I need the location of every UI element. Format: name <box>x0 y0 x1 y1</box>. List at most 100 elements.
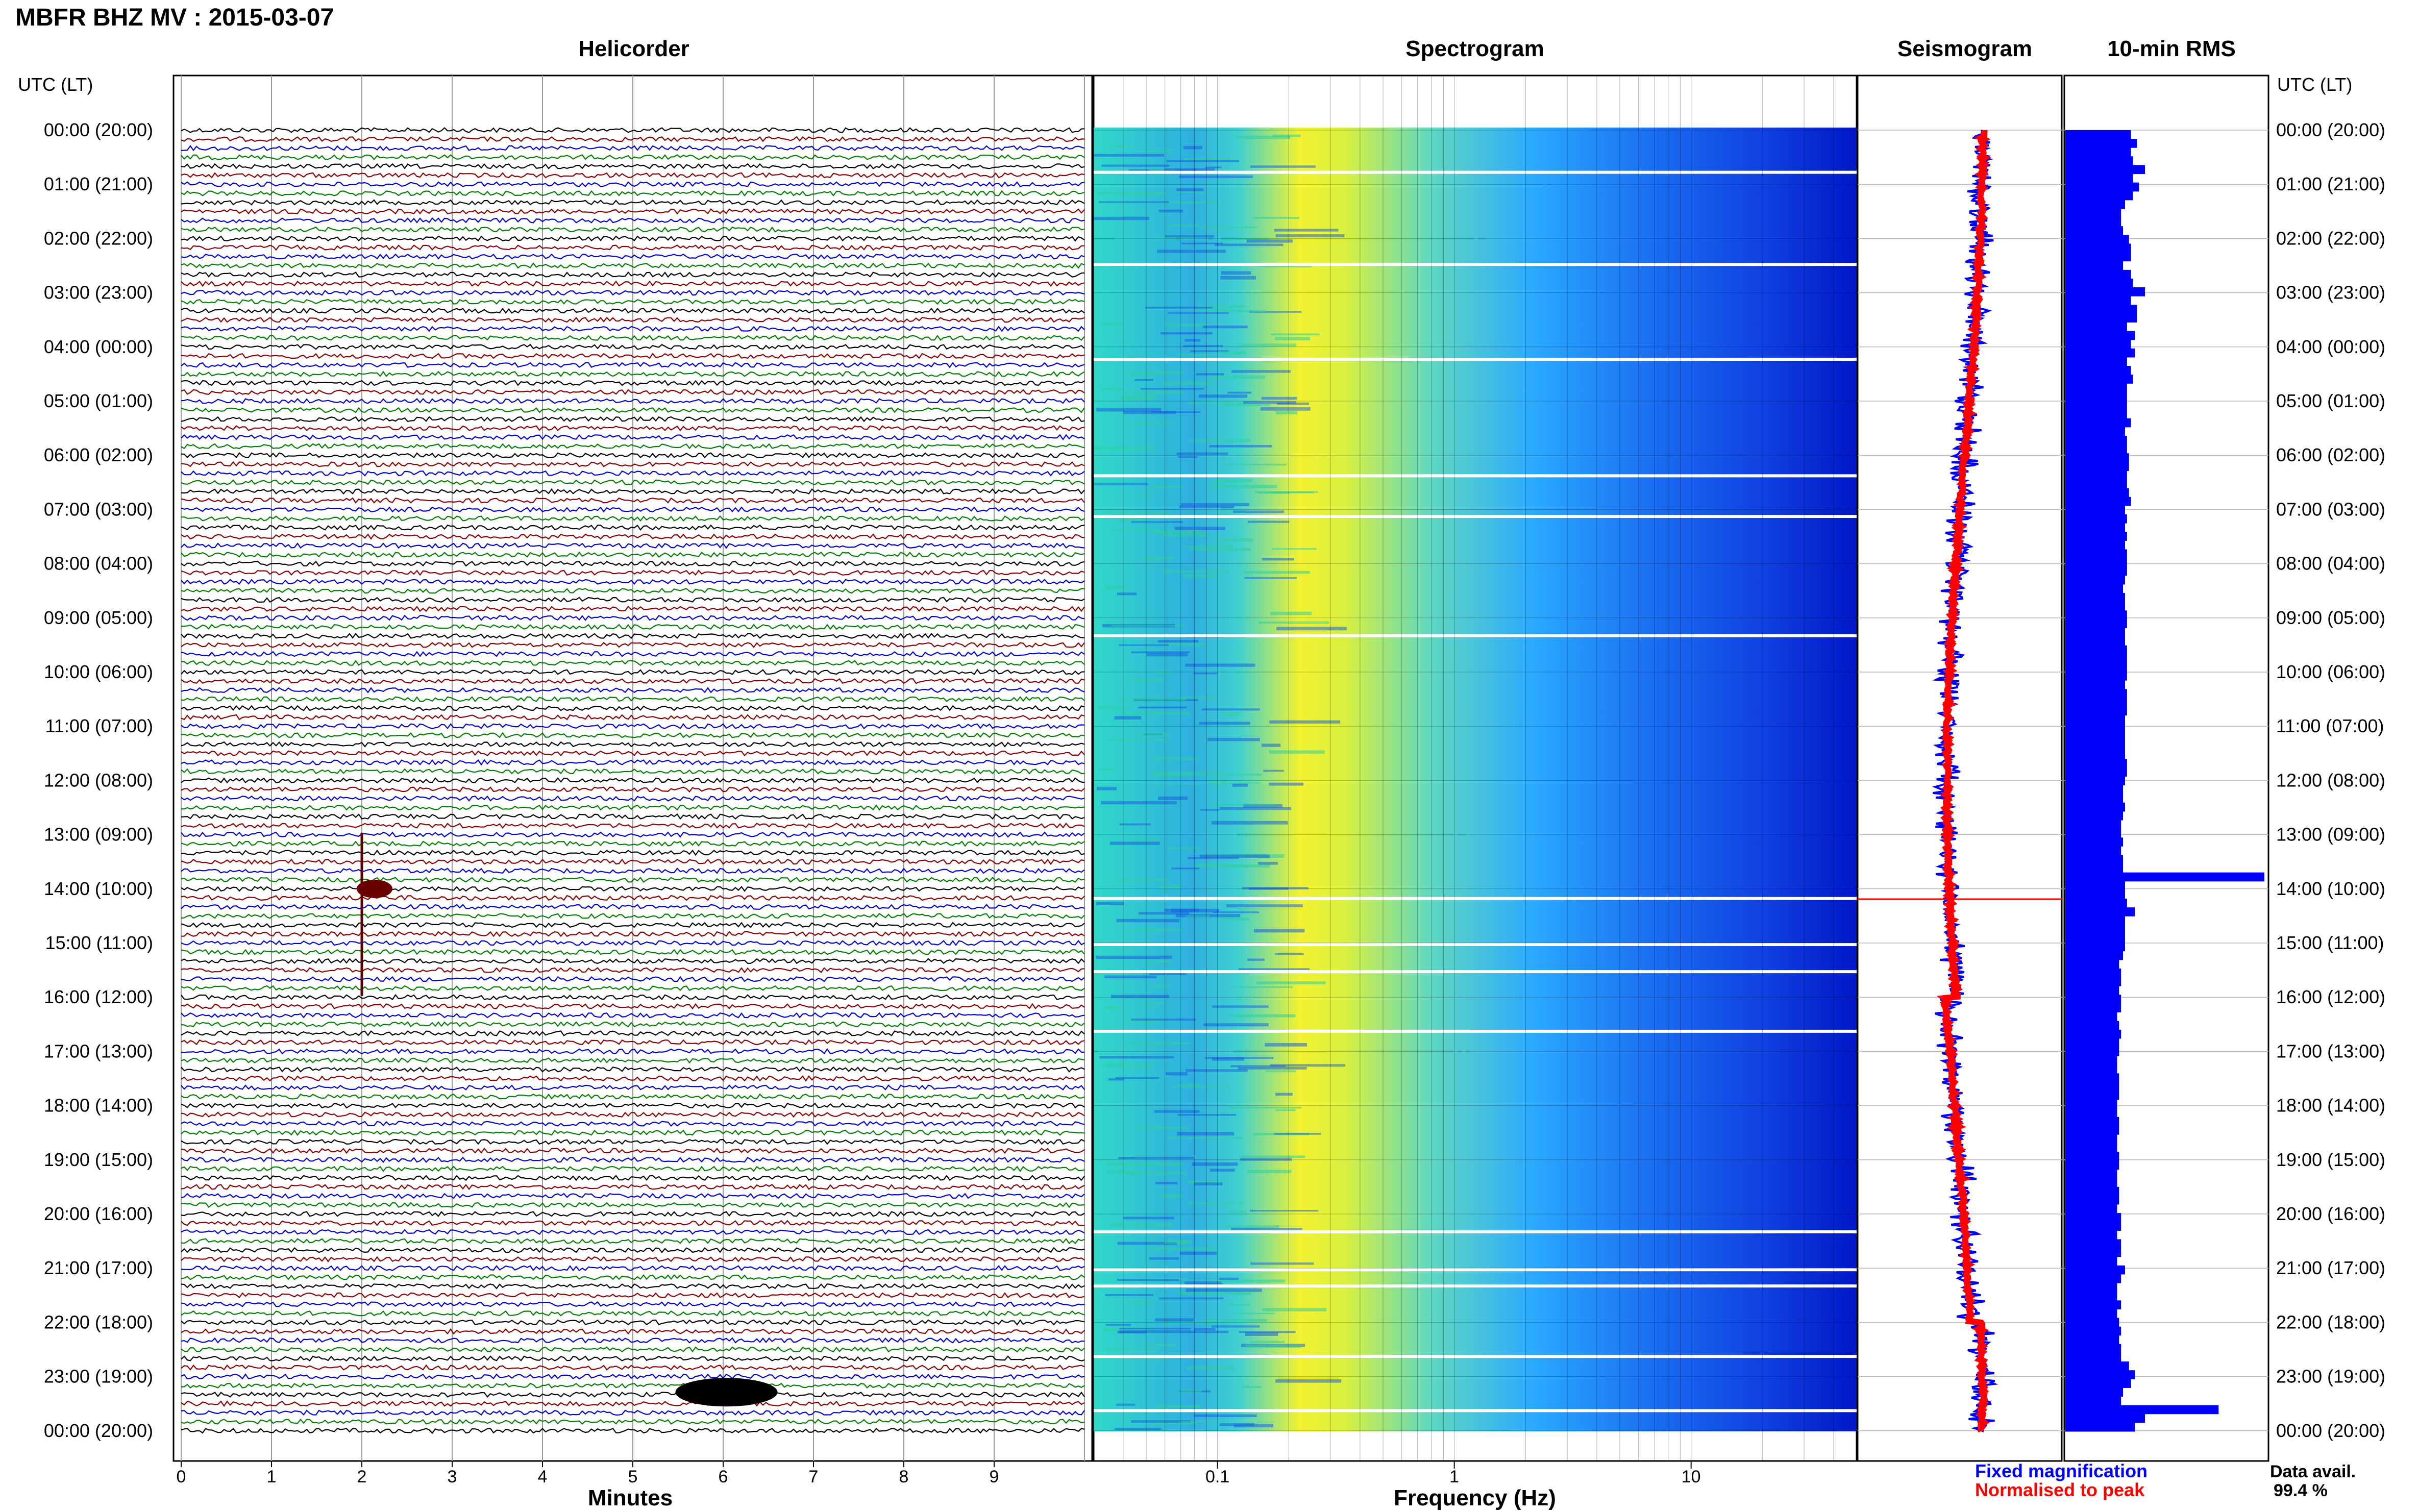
helicorder-panel: 0 1 2 3 4 5 6 7 8 9 Minutes <box>172 75 1093 1510</box>
time-label-right: 00:00 (20:00) <box>2276 1420 2385 1441</box>
helicorder-trace <box>181 714 1085 721</box>
time-label-left: 11:00 (07:00) <box>45 715 153 736</box>
helicorder-trace <box>181 741 1085 748</box>
rms-bar <box>2065 706 2127 716</box>
helicorder-x-tick-label: 3 <box>448 1467 457 1486</box>
helicorder-trace <box>181 1328 1085 1335</box>
time-label-left: 02:00 (22:00) <box>44 228 153 249</box>
spectrogram-speckle <box>1108 1078 1125 1081</box>
spectrogram-speckle <box>1100 387 1124 390</box>
spectrogram-gap <box>1094 1230 1857 1233</box>
rms-bar <box>2065 147 2131 157</box>
spectrogram-speckle <box>1270 333 1320 336</box>
helicorder-x-tick-label: 1 <box>267 1467 277 1486</box>
helicorder-trace <box>181 145 1085 152</box>
spectrogram-speckle <box>1212 804 1276 806</box>
helicorder-trace <box>181 994 1085 1001</box>
spectrogram-speckle <box>1258 862 1278 865</box>
spectrogram-speckle <box>1146 960 1171 962</box>
rms-bar <box>2065 1012 2117 1022</box>
spectrogram-speckle <box>1256 981 1326 984</box>
helicorder-trace <box>181 299 1085 305</box>
spectrogram-speckle <box>1131 651 1190 654</box>
rms-bar <box>2065 662 2127 672</box>
spectrogram-speckle <box>1246 239 1293 243</box>
rms-bar <box>2065 820 2121 829</box>
spectrogram-speckle <box>1212 1057 1245 1061</box>
helicorder-trace <box>181 849 1085 856</box>
time-label-right: 08:00 (04:00) <box>2276 553 2385 574</box>
spectrogram-speckle <box>1164 168 1215 171</box>
rms-bar <box>2065 855 2124 864</box>
helicorder-x-label: Minutes <box>588 1485 673 1510</box>
spectrogram-speckle <box>1147 653 1188 657</box>
spectrogram-speckle <box>1115 878 1167 881</box>
helicorder-trace <box>181 181 1085 188</box>
spectrogram-speckle <box>1226 1107 1301 1109</box>
rms-bar <box>2065 558 2127 567</box>
time-label-left: 20:00 (16:00) <box>44 1203 153 1224</box>
time-axis-header-left: UTC (LT) <box>18 74 93 95</box>
rms-bar <box>2065 540 2125 550</box>
time-label-left: 22:00 (18:00) <box>44 1311 153 1332</box>
time-label-left: 23:00 (19:00) <box>44 1366 153 1387</box>
legend-fixed-magnification: Fixed magnification <box>1975 1460 2148 1481</box>
helicorder-trace <box>181 813 1085 820</box>
rms-bar <box>2065 1352 2121 1362</box>
rms-bar <box>2065 1361 2129 1371</box>
spectrogram-speckle <box>1164 908 1200 912</box>
helicorder-trace <box>181 1012 1085 1019</box>
spectrogram-speckle <box>1195 310 1266 312</box>
spectrogram-x-tick-label: 10 <box>1682 1467 1701 1486</box>
spectrogram-speckle <box>1164 1240 1192 1244</box>
helicorder-trace <box>181 1102 1085 1109</box>
rms-bar <box>2065 584 2124 593</box>
helicorder-trace <box>181 343 1085 350</box>
spectrogram-gap <box>1094 170 1857 174</box>
spectrogram-speckle <box>1253 216 1300 219</box>
rms-bar <box>2065 375 2133 384</box>
spectrogram-speckle <box>1166 160 1239 162</box>
rms-bar <box>2065 479 2127 489</box>
rms-bar <box>2065 1292 2117 1301</box>
rms-bar <box>2065 165 2145 175</box>
spectrogram-speckle <box>1265 1070 1296 1073</box>
helicorder-trace <box>181 660 1085 666</box>
time-label-left: 06:00 (02:00) <box>44 444 153 465</box>
spectrogram-speckle <box>1236 135 1291 139</box>
rms-bar <box>2065 243 2131 253</box>
rms-bar <box>2065 846 2121 855</box>
spectrogram-speckle <box>1188 857 1239 859</box>
spectrogram-speckle <box>1181 242 1223 244</box>
helicorder-trace <box>181 479 1085 486</box>
rms-bar <box>2065 593 2125 602</box>
spectrogram-speckle <box>1212 375 1265 379</box>
spectrogram-speckle <box>1275 1109 1296 1111</box>
helicorder-trace <box>181 533 1085 540</box>
spectrogram-speckle <box>1250 1341 1285 1343</box>
spectrogram-image <box>1094 128 1857 1431</box>
rms-bar <box>2065 278 2133 288</box>
spectrogram-speckle <box>1117 1279 1179 1281</box>
time-label-right: 23:00 (19:00) <box>2276 1366 2385 1387</box>
rms-bar <box>2065 1256 2117 1266</box>
spectrogram-speckle <box>1185 663 1255 667</box>
spectrogram-speckle <box>1239 1331 1296 1333</box>
helicorder-trace <box>181 316 1085 323</box>
helicorder-trace <box>181 127 1085 133</box>
spectrogram-speckle <box>1274 229 1339 232</box>
spectrogram-gap <box>1094 970 1857 974</box>
spectrogram-speckle <box>1165 1072 1188 1076</box>
spectrogram-speckle <box>1119 1328 1191 1330</box>
helicorder-trace <box>181 1364 1085 1371</box>
spectrogram-speckle <box>1177 1113 1237 1116</box>
rms-bar <box>2065 549 2127 559</box>
spectrogram-speckle <box>1140 388 1204 390</box>
rms-bar <box>2065 829 2121 838</box>
spectrogram-speckle <box>1178 1084 1201 1086</box>
helicorder-trace <box>181 208 1085 215</box>
spectrogram-speckle <box>1186 1366 1235 1370</box>
rms-bar <box>2065 191 2133 201</box>
spectrogram-speckle <box>1220 404 1270 407</box>
helicorder-trace <box>181 867 1085 874</box>
